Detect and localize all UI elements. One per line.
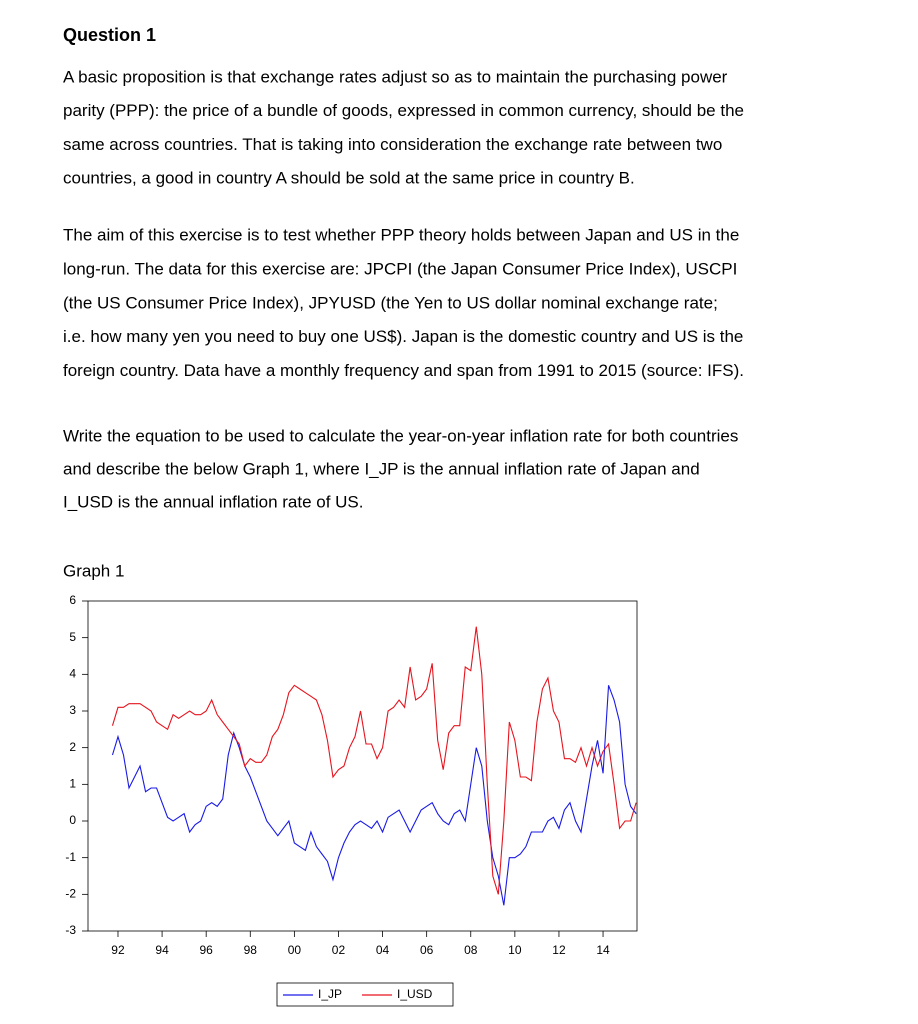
y-tick-label: 2 xyxy=(69,740,76,754)
y-tick-label: -1 xyxy=(65,850,76,864)
series-line xyxy=(111,685,637,906)
x-tick-label: 96 xyxy=(199,943,213,957)
paragraph-line: A basic proposition is that exchange rat… xyxy=(63,67,728,86)
paragraph-line: Write the equation to be used to calcula… xyxy=(63,426,738,445)
paragraph-line: i.e. how many yen you need to buy one US… xyxy=(63,327,743,346)
paragraph-line: The aim of this exercise is to test whet… xyxy=(63,225,739,244)
paragraph-line: and describe the below Graph 1, where I_… xyxy=(63,459,700,478)
x-tick-label: 06 xyxy=(420,943,434,957)
y-tick-label: 0 xyxy=(69,813,76,827)
paragraph-line: I_USD is the annual inflation rate of US… xyxy=(63,492,364,511)
legend-box xyxy=(276,982,454,1007)
paragraph-line: long-run. The data for this exercise are… xyxy=(63,259,737,278)
x-tick-label: 14 xyxy=(596,943,610,957)
paragraph-line: (the US Consumer Price Index), JPYUSD (t… xyxy=(63,293,718,312)
x-tick-label: 08 xyxy=(464,943,478,957)
plot-frame xyxy=(87,600,638,932)
legend-label: I_JP xyxy=(318,987,342,1001)
y-tick-label: 3 xyxy=(69,703,76,717)
paragraph-line: same across countries. That is taking in… xyxy=(63,135,722,154)
x-tick-label: 04 xyxy=(376,943,390,957)
x-tick-label: 10 xyxy=(508,943,522,957)
paragraph-line: foreign country. Data have a monthly fre… xyxy=(63,361,744,380)
y-tick-label: -3 xyxy=(65,923,76,937)
y-tick-label: 6 xyxy=(69,593,76,607)
chart-title: Graph 1 xyxy=(63,561,124,580)
paragraph-line: parity (PPP): the price of a bundle of g… xyxy=(63,101,744,120)
x-tick-label: 12 xyxy=(552,943,566,957)
question-title: Question 1 xyxy=(63,25,156,45)
x-tick-label: 02 xyxy=(332,943,346,957)
y-tick-label: 4 xyxy=(69,667,76,681)
x-tick-label: 94 xyxy=(155,943,169,957)
y-tick-label: -2 xyxy=(65,887,76,901)
x-tick-label: 98 xyxy=(244,943,258,957)
x-tick-label: 92 xyxy=(111,943,125,957)
legend-label: I_USD xyxy=(397,987,433,1001)
y-tick-label: 1 xyxy=(69,777,76,791)
x-tick-label: 00 xyxy=(288,943,302,957)
paragraph-line: countries, a good in country A should be… xyxy=(63,169,635,188)
series-line xyxy=(111,626,637,895)
y-tick-label: 5 xyxy=(69,630,76,644)
